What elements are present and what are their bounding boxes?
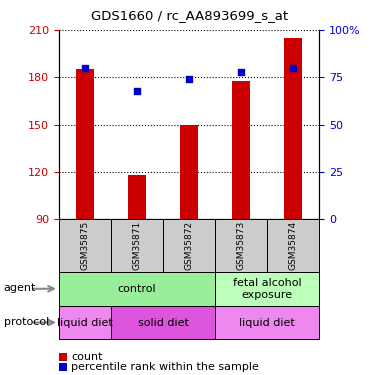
Bar <box>59 219 111 272</box>
Text: GSM35874: GSM35874 <box>289 221 298 270</box>
Text: agent: agent <box>4 283 36 293</box>
Text: liquid diet: liquid diet <box>239 318 295 327</box>
Text: GSM35871: GSM35871 <box>133 221 141 270</box>
Text: GSM35872: GSM35872 <box>185 221 193 270</box>
Bar <box>180 124 198 219</box>
Text: control: control <box>118 284 156 294</box>
Bar <box>232 81 250 219</box>
Point <box>186 76 192 82</box>
Bar <box>76 69 94 219</box>
Bar <box>215 272 319 306</box>
Bar <box>267 219 319 272</box>
Bar <box>163 219 215 272</box>
Text: fetal alcohol
exposure: fetal alcohol exposure <box>233 278 301 300</box>
Bar <box>128 175 146 219</box>
Text: liquid diet: liquid diet <box>57 318 113 327</box>
Bar <box>111 306 215 339</box>
Text: GDS1660 / rc_AA893699_s_at: GDS1660 / rc_AA893699_s_at <box>92 9 288 22</box>
Bar <box>215 219 267 272</box>
Bar <box>59 272 215 306</box>
Point <box>82 65 88 71</box>
Text: GSM35873: GSM35873 <box>237 221 245 270</box>
Point <box>134 88 140 94</box>
Point <box>290 65 296 71</box>
Text: solid diet: solid diet <box>138 318 188 327</box>
Bar <box>59 306 111 339</box>
Text: protocol: protocol <box>4 317 49 327</box>
Text: percentile rank within the sample: percentile rank within the sample <box>71 362 259 372</box>
Bar <box>284 38 302 219</box>
Text: GSM35875: GSM35875 <box>81 221 89 270</box>
Point <box>238 69 244 75</box>
Text: count: count <box>71 352 103 362</box>
Bar <box>111 219 163 272</box>
Bar <box>215 306 319 339</box>
